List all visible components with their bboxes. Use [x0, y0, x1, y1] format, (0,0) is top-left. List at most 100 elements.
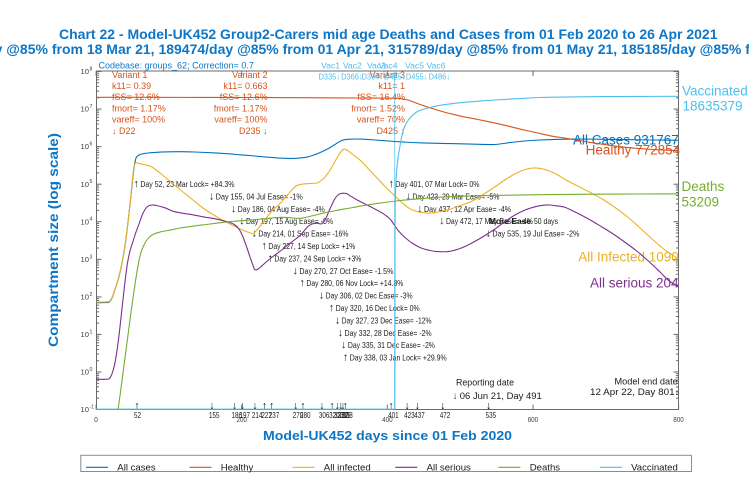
svg-text:Day 332, 28 Dec Ease= -2%: Day 332, 28 Dec Ease= -2%: [345, 328, 432, 338]
svg-text:423: 423: [404, 410, 415, 420]
svg-text:Vac2: Vac2: [343, 60, 362, 70]
svg-text:D425 ↓: D425 ↓: [376, 126, 405, 136]
svg-text:↓: ↓: [239, 215, 245, 227]
svg-text:All cases: All cases: [117, 462, 156, 473]
svg-text:10: 10: [81, 330, 89, 339]
svg-text:327: 327: [334, 410, 345, 420]
svg-text:10: 10: [81, 368, 89, 377]
svg-text:306: 306: [319, 410, 330, 420]
svg-text:↓: ↓: [453, 391, 458, 402]
svg-text:Day 472, 17 May Ease= -4%: Day 472, 17 May Ease= -4%: [446, 216, 533, 226]
svg-text:214: 214: [252, 410, 263, 420]
svg-text:↓: ↓: [338, 400, 343, 412]
svg-text:10: 10: [81, 142, 89, 151]
svg-text:All serious: All serious: [427, 462, 471, 473]
svg-text:↑: ↑: [262, 400, 267, 412]
svg-text:Reporting date: Reporting date: [456, 377, 514, 387]
svg-text:↓: ↓: [252, 400, 257, 412]
svg-text:535: 535: [486, 410, 497, 420]
svg-text:↓: ↓: [340, 400, 345, 412]
svg-text:472: 472: [440, 410, 451, 420]
svg-text:2: 2: [90, 292, 93, 298]
svg-text:↑: ↑: [262, 240, 268, 252]
svg-text:↓: ↓: [240, 400, 245, 412]
svg-text:Codebase: groups_62; Correctio: Codebase: groups_62; Correction= 0.7: [99, 60, 254, 70]
svg-text:600: 600: [528, 415, 539, 424]
svg-text:↑: ↑: [300, 400, 305, 412]
svg-text:Vac5: Vac5: [405, 60, 424, 70]
svg-text:Model end date: Model end date: [615, 376, 678, 386]
svg-text:Day 155, 04 Jul Ease= -1%: Day 155, 04 Jul Ease= -1%: [216, 191, 303, 201]
svg-text:↑: ↑: [388, 400, 393, 412]
svg-text:8: 8: [90, 67, 93, 73]
svg-text:Day 338, 03 Jan Lock= +29.9%: Day 338, 03 Jan Lock= +29.9%: [350, 353, 447, 363]
svg-text:800: 800: [673, 415, 684, 424]
svg-text:fmort= 1.52%: fmort= 1.52%: [351, 103, 405, 113]
svg-text:Compartment size (log scale): Compartment size (log scale): [45, 133, 61, 347]
svg-text:52: 52: [134, 410, 141, 420]
svg-text:06 Jun 21, Day 491: 06 Jun 21, Day 491: [460, 391, 542, 401]
svg-text:335: 335: [340, 410, 351, 420]
svg-text:Day 335, 31 Dec Ease= -2%: Day 335, 31 Dec Ease= -2%: [348, 340, 435, 350]
svg-text:Vac1: Vac1: [321, 60, 340, 70]
svg-text:280: 280: [300, 410, 311, 420]
svg-text:↓: ↓: [209, 400, 214, 412]
svg-text:↑: ↑: [269, 400, 274, 412]
svg-text:fSS= 16.4%: fSS= 16.4%: [357, 92, 405, 102]
svg-text:↓: ↓: [252, 228, 258, 240]
svg-text:↓: ↓: [486, 400, 491, 412]
svg-text:Vac4: Vac4: [379, 60, 398, 70]
svg-text:237: 237: [269, 410, 280, 420]
svg-text:fmort= 1.17%: fmort= 1.17%: [214, 103, 268, 113]
svg-text:D235 ↓: D235 ↓: [239, 126, 268, 136]
svg-text:Day 214, 01 Sep Ease= -16%: Day 214, 01 Sep Ease= -16%: [258, 229, 348, 239]
svg-text:Vaccinated: Vaccinated: [631, 462, 678, 473]
svg-text:270: 270: [293, 410, 304, 420]
svg-text:↑: ↑: [343, 352, 349, 364]
svg-text:vareff= 100%: vareff= 100%: [214, 115, 267, 125]
svg-text:10: 10: [81, 293, 89, 302]
svg-text:Deaths: Deaths: [530, 462, 561, 473]
svg-text:↑: ↑: [134, 178, 140, 190]
svg-text:Healthy: Healthy: [221, 462, 254, 473]
svg-text:↓: ↓: [319, 400, 324, 412]
svg-text:5: 5: [90, 179, 93, 185]
svg-text:Day 197, 15 Aug Ease= -0%: Day 197, 15 Aug Ease= -0%: [246, 216, 333, 226]
svg-text:↓: ↓: [319, 290, 325, 302]
svg-text:Healthy 772854: Healthy 772854: [586, 143, 681, 158]
svg-text:10: 10: [81, 405, 89, 414]
svg-text:↓: ↓: [404, 400, 409, 412]
svg-text:↓: ↓: [417, 203, 423, 215]
svg-text:50 days: 50 days: [534, 216, 558, 226]
svg-text:Vac6: Vac6: [427, 60, 446, 70]
svg-text:↓: ↓: [439, 215, 445, 227]
svg-text:↓: ↓: [335, 314, 341, 326]
svg-text:338: 338: [342, 410, 353, 420]
svg-text:12 Apr 22, Day 801↓: 12 Apr 22, Day 801↓: [590, 387, 680, 397]
svg-text:fmort= 1.17%: fmort= 1.17%: [112, 103, 166, 113]
svg-text:3: 3: [90, 254, 93, 260]
svg-text:vareff= 100%: vareff= 100%: [112, 115, 165, 125]
svg-text:D394↓: D394↓: [362, 71, 384, 81]
svg-text:↑: ↑: [134, 400, 139, 412]
svg-text:227: 227: [261, 410, 272, 420]
svg-text:↓ D22: ↓ D22: [112, 126, 136, 136]
svg-text:↓: ↓: [293, 400, 298, 412]
svg-text:Day 535, 19 Jul Ease= -2%: Day 535, 19 Jul Ease= -2%: [492, 229, 579, 239]
svg-text:D335↓: D335↓: [319, 71, 341, 81]
svg-text:332: 332: [338, 410, 349, 420]
svg-text:All serious 204: All serious 204: [590, 276, 679, 291]
svg-text:6: 6: [90, 142, 93, 148]
svg-text:↑: ↑: [343, 400, 348, 412]
svg-text:Day 327, 23 Dec Ease= -12%: Day 327, 23 Dec Ease= -12%: [342, 315, 432, 325]
svg-text:k11= 1: k11= 1: [378, 81, 405, 91]
svg-text:320: 320: [329, 410, 340, 420]
svg-text:All Infected 1090: All Infected 1090: [578, 250, 679, 265]
svg-text:0: 0: [90, 367, 93, 373]
svg-text:D486↓: D486↓: [429, 71, 451, 81]
svg-text:4: 4: [90, 217, 93, 223]
svg-text:Variant 2: Variant 2: [232, 70, 267, 80]
svg-text:10: 10: [81, 67, 89, 76]
svg-text:10: 10: [81, 180, 89, 189]
svg-text:k11= 0.663: k11= 0.663: [223, 81, 267, 91]
